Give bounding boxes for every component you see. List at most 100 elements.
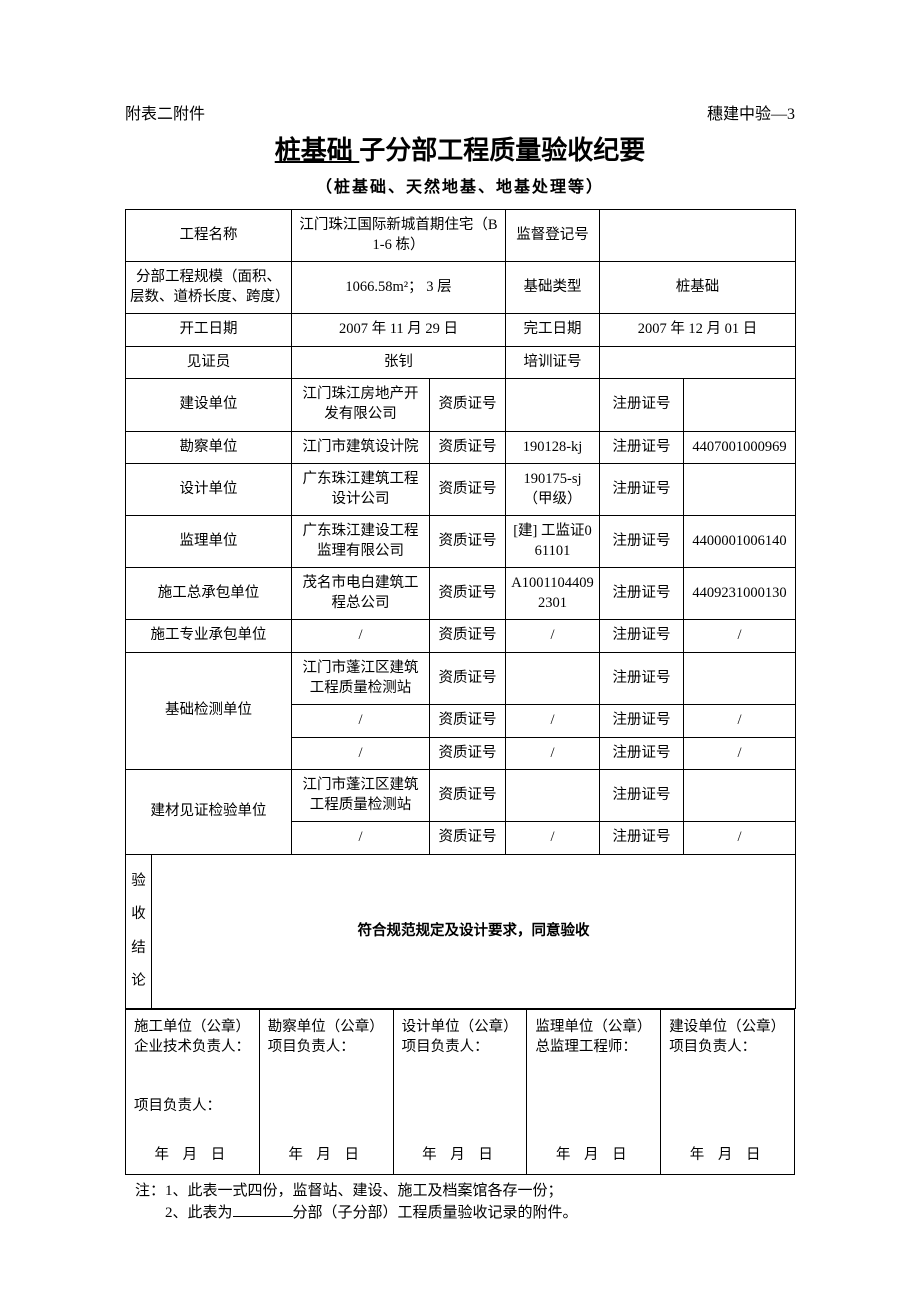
label-supervision: 监理单位 [126, 516, 292, 568]
label-reg-cert: 注册证号 [600, 737, 684, 770]
value-design: 广东珠江建筑工程设计公司 [292, 464, 430, 516]
label-gc: 施工总承包单位 [126, 568, 292, 620]
table-row: 见证员 张钊 培训证号 [126, 346, 796, 379]
sig-date: 年 月 日 [661, 1124, 795, 1174]
label-qual-cert: 资质证号 [430, 653, 506, 705]
label-end-date: 完工日期 [506, 314, 600, 347]
value-owner: 江门珠江房地产开发有限公司 [292, 379, 430, 431]
value-sub-reg: / [684, 620, 796, 653]
value-mat1-qual [506, 770, 600, 822]
note-line2: 2、此表为分部（子分部）工程质量验收记录的附件。 [135, 1202, 795, 1225]
value-survey-qual: 190128-kj [506, 431, 600, 464]
table-row-conclusion: 验收结论 符合规范规定及设计要求，同意验收 [126, 854, 796, 1008]
label-project-name: 工程名称 [126, 210, 292, 262]
page-subtitle: （桩基础、天然地基、地基处理等） [125, 173, 795, 197]
value-project-name: 江门珠江国际新城首期住宅（B1-6 栋） [292, 210, 506, 262]
label-owner: 建设单位 [126, 379, 292, 431]
label-qual-cert: 资质证号 [430, 464, 506, 516]
table-row: 施工单位（公章） 企业技术负责人： 项目负责人： 勘察单位（公章） 项目负责人：… [126, 1010, 795, 1124]
label-qual-cert: 资质证号 [430, 737, 506, 770]
sig-text: 建设单位（公章） [669, 1019, 785, 1035]
table-row: 开工日期 2007 年 11 月 29 日 完工日期 2007 年 12 月 0… [126, 314, 796, 347]
value-design-reg [684, 464, 796, 516]
sig-text: 施工单位（公章） [134, 1019, 250, 1035]
label-qual-cert: 资质证号 [430, 431, 506, 464]
table-row: 施工专业承包单位 / 资质证号 / 注册证号 / [126, 620, 796, 653]
sig-text: 项目负责人： [134, 1098, 221, 1114]
header-right: 穗建中验—3 [707, 100, 795, 124]
value-fdn3-reg: / [684, 737, 796, 770]
label-training-no: 培训证号 [506, 346, 600, 379]
table-row: 建材见证检验单位 江门市蓬江区建筑工程质量检测站 资质证号 注册证号 [126, 770, 796, 822]
value-end-date: 2007 年 12 月 01 日 [600, 314, 796, 347]
value-fdn3-qual: / [506, 737, 600, 770]
note-line1: 注：1、此表一式四份，监督站、建设、施工及档案馆各存一份； [135, 1180, 795, 1203]
value-gc-qual: A10011044092301 [506, 568, 600, 620]
sig-date: 年 月 日 [126, 1124, 260, 1174]
label-reg-cert: 注册证号 [600, 653, 684, 705]
page-title: 桩基础 子分部工程质量验收纪要 [125, 130, 795, 167]
label-reg-cert: 注册证号 [600, 568, 684, 620]
table-row: 分部工程规模（面积、层数、道桥长度、跨度） 1066.58m²； 3 层 基础类… [126, 262, 796, 314]
label-design: 设计单位 [126, 464, 292, 516]
sig-text: 项目负责人： [669, 1039, 756, 1055]
value-mat2-qual: / [506, 822, 600, 855]
value-scale: 1066.58m²； 3 层 [292, 262, 506, 314]
value-survey: 江门市建筑设计院 [292, 431, 430, 464]
value-mat2: / [292, 822, 430, 855]
value-fdn-type: 桩基础 [600, 262, 796, 314]
value-fdn2-qual: / [506, 705, 600, 738]
label-reg-cert: 注册证号 [600, 379, 684, 431]
value-witness: 张钊 [292, 346, 506, 379]
value-supervision-reg: 4400001006140 [684, 516, 796, 568]
label-qual-cert: 资质证号 [430, 568, 506, 620]
table-row: 设计单位 广东珠江建筑工程设计公司 资质证号 190175-sj（甲级） 注册证… [126, 464, 796, 516]
value-training-no [600, 346, 796, 379]
table-row: 建设单位 江门珠江房地产开发有限公司 资质证号 注册证号 [126, 379, 796, 431]
value-start-date: 2007 年 11 月 29 日 [292, 314, 506, 347]
note-line2-post: 分部（子分部）工程质量验收记录的附件。 [293, 1205, 578, 1221]
sig-text: 总监理工程师： [535, 1039, 637, 1055]
signature-table: 施工单位（公章） 企业技术负责人： 项目负责人： 勘察单位（公章） 项目负责人：… [125, 1009, 795, 1174]
table-row: 基础检测单位 江门市蓬江区建筑工程质量检测站 资质证号 注册证号 [126, 653, 796, 705]
sig-col4: 监理单位（公章） 总监理工程师： [527, 1010, 661, 1124]
label-fdn-type: 基础类型 [506, 262, 600, 314]
table-row: 监理单位 广东珠江建设工程监理有限公司 资质证号 [建] 工监证061101 注… [126, 516, 796, 568]
value-owner-reg [684, 379, 796, 431]
label-witness: 见证员 [126, 346, 292, 379]
label-reg-cert: 注册证号 [600, 620, 684, 653]
value-owner-qual [506, 379, 600, 431]
value-gc-reg: 4409231000130 [684, 568, 796, 620]
title-prefix: 桩基础 [275, 136, 360, 165]
label-fdn-inspection: 基础检测单位 [126, 653, 292, 770]
sig-date: 年 月 日 [259, 1124, 393, 1174]
sig-text: 项目负责人： [268, 1039, 355, 1055]
label-reg-cert: 注册证号 [600, 705, 684, 738]
sig-col5: 建设单位（公章） 项目负责人： [661, 1010, 795, 1124]
sig-text: 企业技术负责人： [134, 1039, 250, 1055]
value-supervision-qual: [建] 工监证061101 [506, 516, 600, 568]
value-supervision: 广东珠江建设工程监理有限公司 [292, 516, 430, 568]
label-material-witness: 建材见证检验单位 [126, 770, 292, 855]
label-start-date: 开工日期 [126, 314, 292, 347]
value-conclusion: 符合规范规定及设计要求，同意验收 [152, 854, 796, 1008]
main-table: 工程名称 江门珠江国际新城首期住宅（B1-6 栋） 监督登记号 分部工程规模（面… [125, 209, 796, 1009]
table-row: 施工总承包单位 茂名市电白建筑工程总公司 资质证号 A1001104409230… [126, 568, 796, 620]
table-row: 勘察单位 江门市建筑设计院 资质证号 190128-kj 注册证号 440700… [126, 431, 796, 464]
value-gc: 茂名市电白建筑工程总公司 [292, 568, 430, 620]
sig-col2: 勘察单位（公章） 项目负责人： [259, 1010, 393, 1124]
label-conclusion: 验收结论 [126, 854, 152, 1008]
table-row: 工程名称 江门珠江国际新城首期住宅（B1-6 栋） 监督登记号 [126, 210, 796, 262]
value-survey-reg: 4407001000969 [684, 431, 796, 464]
label-sub: 施工专业承包单位 [126, 620, 292, 653]
notes: 注：1、此表一式四份，监督站、建设、施工及档案馆各存一份； 2、此表为分部（子分… [125, 1180, 795, 1225]
value-sub: / [292, 620, 430, 653]
sig-col1: 施工单位（公章） 企业技术负责人： 项目负责人： [126, 1010, 260, 1124]
header-row: 附表二附件 穗建中验—3 [125, 100, 795, 124]
value-fdn3: / [292, 737, 430, 770]
sig-date: 年 月 日 [527, 1124, 661, 1174]
value-mat2-reg: / [684, 822, 796, 855]
blank-underscore [233, 1216, 293, 1217]
value-fdn2: / [292, 705, 430, 738]
value-fdn1: 江门市蓬江区建筑工程质量检测站 [292, 653, 430, 705]
